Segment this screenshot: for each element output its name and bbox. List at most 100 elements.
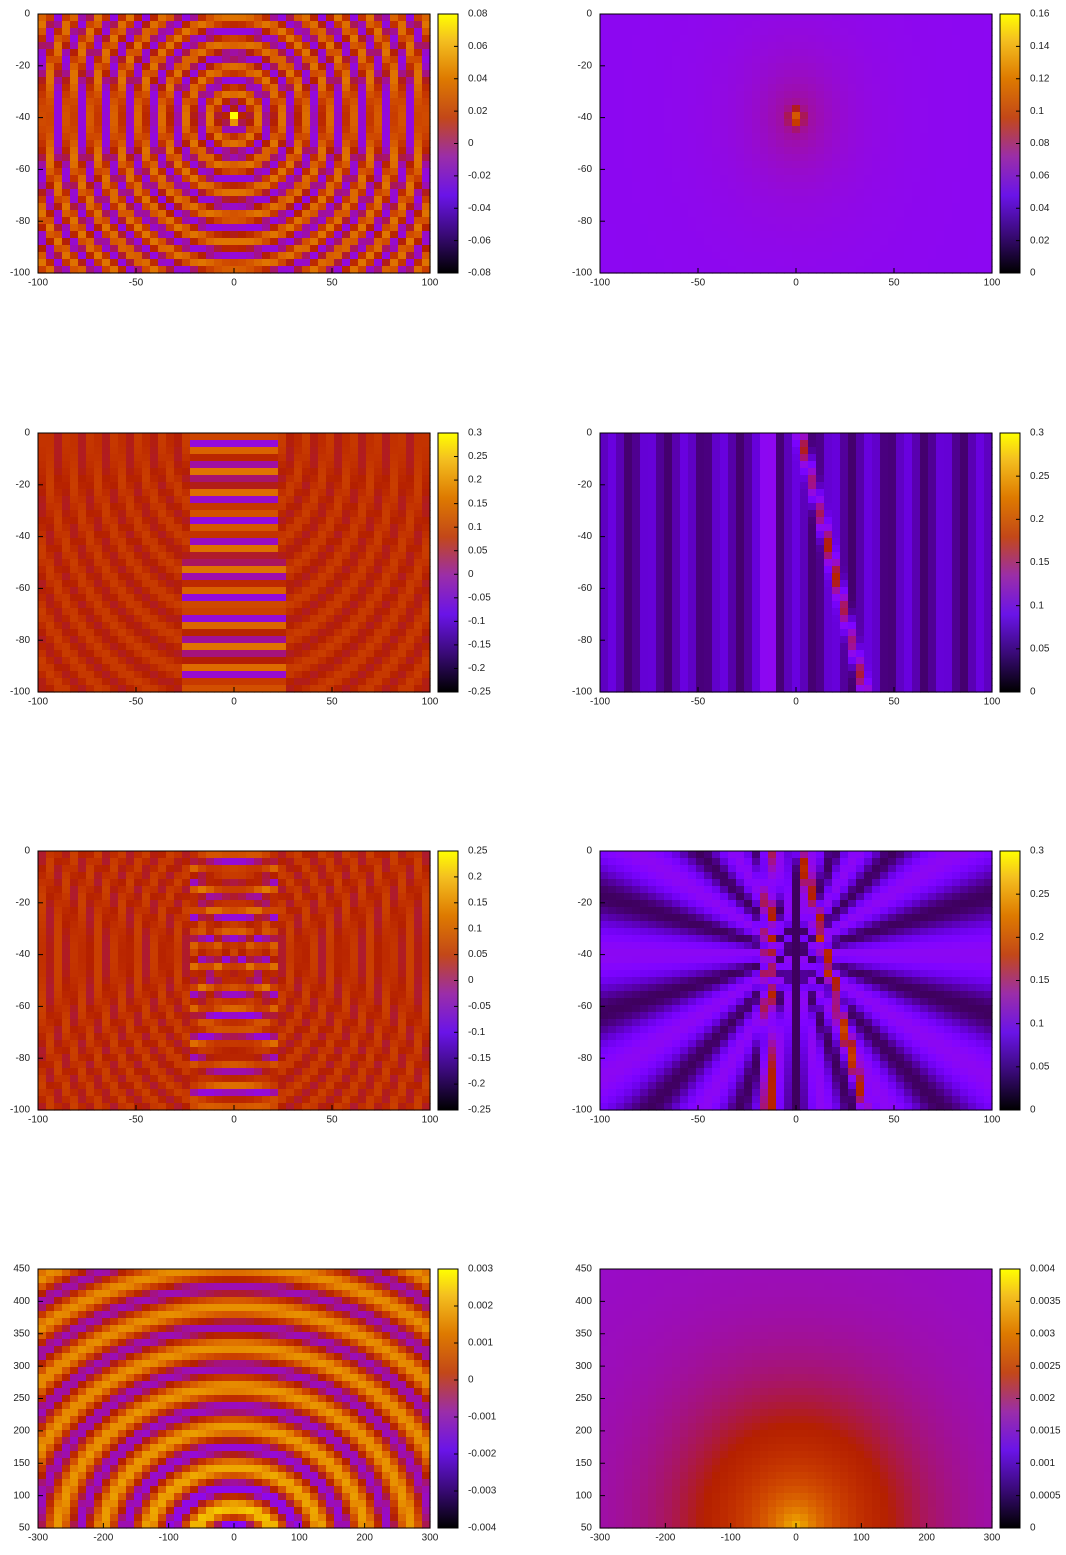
heatmap-cell [688, 217, 697, 225]
colorbar-tick-label: -0.04 [468, 203, 491, 214]
heatmap-cell [398, 266, 407, 274]
heatmap-cell [230, 503, 239, 511]
heatmap-cell [358, 203, 367, 211]
heatmap-cell [94, 678, 103, 686]
heatmap-cell [238, 112, 247, 120]
heatmap-cell [86, 440, 95, 448]
heatmap-cell [102, 657, 111, 665]
heatmap-cell [166, 28, 175, 36]
heatmap-cell [342, 119, 351, 127]
heatmap-cell [158, 14, 167, 22]
heatmap-cell [174, 217, 183, 225]
heatmap-cell [174, 461, 183, 469]
heatmap-cell [126, 601, 135, 609]
heatmap-cell [46, 601, 55, 609]
heatmap-cell [302, 489, 311, 497]
heatmap-cell [736, 238, 745, 246]
heatmap-cell [952, 259, 961, 267]
heatmap-cell [118, 510, 127, 518]
heatmap-cell [134, 182, 143, 190]
heatmap-cell [398, 217, 407, 225]
heatmap-cell [632, 231, 641, 239]
heatmap-cell [896, 133, 905, 141]
heatmap-cell [246, 664, 255, 672]
heatmap-cell [174, 440, 183, 448]
heatmap-cell [744, 182, 753, 190]
heatmap-cell [350, 49, 359, 57]
heatmap-cell [150, 482, 159, 490]
heatmap-cell [872, 126, 881, 134]
heatmap-cell [94, 664, 103, 672]
heatmap-cell [102, 266, 111, 274]
heatmap-cell [38, 119, 47, 127]
heatmap-cell [142, 587, 151, 595]
heatmap-cell [230, 112, 239, 120]
heatmap-cell [158, 266, 167, 274]
heatmap-cell [736, 189, 745, 197]
heatmap-cell [888, 203, 897, 211]
heatmap-cell [720, 77, 729, 85]
heatmap-cell [302, 685, 311, 693]
heatmap-cell [166, 245, 175, 253]
heatmap-cell [214, 119, 223, 127]
heatmap-cell [286, 433, 295, 441]
heatmap-cell [118, 650, 127, 658]
heatmap-cell [102, 49, 111, 57]
heatmap-cell [198, 175, 207, 183]
heatmap-cell [382, 98, 391, 106]
heatmap-cell [174, 21, 183, 29]
heatmap-cell [664, 182, 673, 190]
heatmap-cell [190, 566, 199, 574]
heatmap-cell [198, 685, 207, 693]
heatmap-cell [62, 140, 71, 148]
heatmap-cell [928, 63, 937, 71]
heatmap-cell [310, 510, 319, 518]
heatmap-cell [46, 49, 55, 57]
heatmap-cell [382, 245, 391, 253]
heatmap-cell [318, 182, 327, 190]
heatmap-cell [704, 84, 713, 92]
heatmap-cell [214, 650, 223, 658]
heatmap-cell [632, 252, 641, 260]
heatmap-cell [960, 98, 969, 106]
heatmap-cell [126, 42, 135, 50]
heatmap-cell [182, 56, 191, 64]
heatmap-cell [398, 91, 407, 99]
heatmap-cell [664, 49, 673, 57]
heatmap-cell [166, 77, 175, 85]
heatmap-cell [936, 77, 945, 85]
heatmap-cell [54, 594, 63, 602]
heatmap-cell [246, 266, 255, 274]
heatmap-cell [832, 77, 841, 85]
heatmap-cell [904, 70, 913, 78]
heatmap-cell [158, 531, 167, 539]
heatmap-cell [310, 126, 319, 134]
x-tick-label: 50 [888, 278, 900, 289]
heatmap-cell [856, 21, 865, 29]
heatmap-cell [142, 259, 151, 267]
heatmap-cell [54, 608, 63, 616]
heatmap-cell [70, 161, 79, 169]
heatmap-cell [326, 175, 335, 183]
heatmap-cell [960, 28, 969, 36]
heatmap-cell [62, 608, 71, 616]
heatmap-cell [262, 531, 271, 539]
heatmap-cell [912, 133, 921, 141]
heatmap-cell [134, 70, 143, 78]
heatmap-cell [286, 440, 295, 448]
heatmap-cell [86, 538, 95, 546]
heatmap-cell [632, 70, 641, 78]
heatmap-cell [600, 245, 609, 253]
heatmap-cell [198, 468, 207, 476]
heatmap-cell [984, 119, 993, 127]
heatmap-cell [134, 566, 143, 574]
heatmap-cell [198, 559, 207, 567]
heatmap-cell [214, 210, 223, 218]
heatmap-cell [238, 636, 247, 644]
heatmap-cell [54, 28, 63, 36]
heatmap-cell [768, 14, 777, 22]
heatmap-cell [166, 510, 175, 518]
heatmap-cell [214, 42, 223, 50]
heatmap-cell [102, 245, 111, 253]
heatmap-cell [944, 245, 953, 253]
